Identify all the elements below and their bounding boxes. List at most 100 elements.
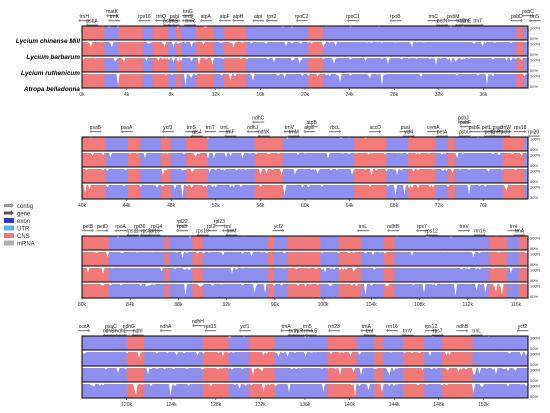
cns-region <box>82 252 109 266</box>
cns-region <box>308 58 324 72</box>
gene-label: trnV <box>460 224 470 230</box>
cns-region <box>126 336 145 350</box>
identity-max-label: 100% <box>530 268 541 273</box>
gene-label: ndhJ <box>247 125 258 131</box>
axis-tick-label: 84k <box>126 302 135 308</box>
gene-arrow <box>161 129 174 134</box>
cns-region <box>118 58 143 72</box>
contig-arrow-icon <box>4 203 14 208</box>
gene-arrow <box>363 333 376 337</box>
cns-region <box>447 137 456 151</box>
gene-arrow <box>360 328 373 333</box>
gene-arrow <box>225 233 238 237</box>
gene-label: psbI <box>170 14 179 20</box>
cns-region <box>195 74 215 88</box>
gene-arrow <box>458 134 471 138</box>
identity-dip <box>82 384 528 397</box>
gene-arrow <box>131 333 144 337</box>
cns-region <box>82 137 106 151</box>
cns-region <box>82 26 105 40</box>
identity-max-label: 100% <box>530 368 541 373</box>
gene-label: trnS <box>183 14 193 20</box>
gene-label: petG <box>485 130 496 136</box>
cns-region <box>254 169 284 183</box>
gene-label: psaJ <box>493 125 504 131</box>
utr-swatch-icon <box>4 225 14 231</box>
gene-label: rpl33 <box>499 130 510 136</box>
gene-arrow <box>415 228 428 233</box>
gene-label: psaC <box>105 324 117 330</box>
gene-arrow <box>204 328 217 333</box>
gene-arrow <box>489 134 502 138</box>
gene-label: trnT <box>473 19 482 25</box>
gene-arrow <box>369 129 382 134</box>
species-label: Lycium barbarum <box>26 54 80 61</box>
gene-arrow <box>473 233 486 237</box>
gene-arrow <box>238 328 251 333</box>
gene-arrow <box>114 228 127 233</box>
cns-region <box>118 42 143 56</box>
cns-region <box>502 169 525 183</box>
gene-arrow <box>204 129 217 134</box>
gene-arrow <box>184 23 197 27</box>
cns-region <box>502 153 525 167</box>
identity-min-label: 50% <box>530 278 538 283</box>
gene-label: trnI <box>510 224 517 230</box>
gene-label: cemA <box>427 125 440 131</box>
axis-tick-label: 108k <box>414 302 425 308</box>
gene-arrow <box>106 13 119 18</box>
gene-label: psaI <box>401 125 410 131</box>
gene-label: psaA <box>121 125 133 131</box>
gene-arrow <box>159 328 172 333</box>
cns-region <box>518 268 528 282</box>
legend-item-gene: gene <box>4 210 31 218</box>
gene-label: atpF <box>220 14 230 20</box>
gene-label: trnQ <box>156 14 166 20</box>
gene-label: petL <box>482 125 492 131</box>
gene-label: psbA <box>86 19 98 25</box>
cns-region <box>202 368 229 382</box>
gene-arrow <box>399 129 412 134</box>
cns-region <box>126 368 145 382</box>
gene-arrow <box>185 129 198 134</box>
gene-label: trnI <box>224 224 231 230</box>
gene-label: trnS <box>169 19 179 25</box>
gene-label: trnL <box>359 224 368 230</box>
axis-tick-label: 4k <box>124 92 130 98</box>
axis-tick-label: 92k <box>223 302 232 308</box>
gene-label: trnT <box>206 125 215 131</box>
cns-region <box>224 74 247 88</box>
cns-region <box>403 368 425 382</box>
gene-label: trnE <box>462 19 472 25</box>
identity-min-label: 50% <box>530 378 538 383</box>
cns-region <box>447 169 456 183</box>
gene-arrow <box>181 18 194 23</box>
cns-region <box>82 58 105 72</box>
identity-min-label: 50% <box>530 84 538 89</box>
gene-arrow <box>280 328 293 333</box>
gene-label: psbC <box>522 9 534 15</box>
cns-region <box>327 384 357 398</box>
gene-label: ccsA <box>79 324 91 330</box>
legend-item-cns: CNS <box>4 233 30 240</box>
gene-arrow <box>447 18 460 23</box>
axis-tick-label: 148k <box>433 402 444 408</box>
track-background <box>82 74 528 88</box>
gene-label: trnD <box>456 19 466 25</box>
axis-tick-label: 24k <box>346 92 355 98</box>
cns-region <box>192 236 203 250</box>
cns-region <box>489 252 507 266</box>
cns-region <box>308 42 324 56</box>
gene-label: rps7 <box>417 224 427 230</box>
gene-arrow <box>126 233 139 237</box>
gene-arrow <box>133 228 146 233</box>
gene-label: rps16 <box>138 14 151 20</box>
identity-min-label: 50% <box>530 36 538 41</box>
gene-label: trnC <box>428 14 438 20</box>
cns-region <box>268 284 274 298</box>
cns-region <box>127 137 141 151</box>
cns-region <box>374 384 384 398</box>
identity-min-label: 50% <box>530 163 538 168</box>
cns-region <box>502 185 525 199</box>
